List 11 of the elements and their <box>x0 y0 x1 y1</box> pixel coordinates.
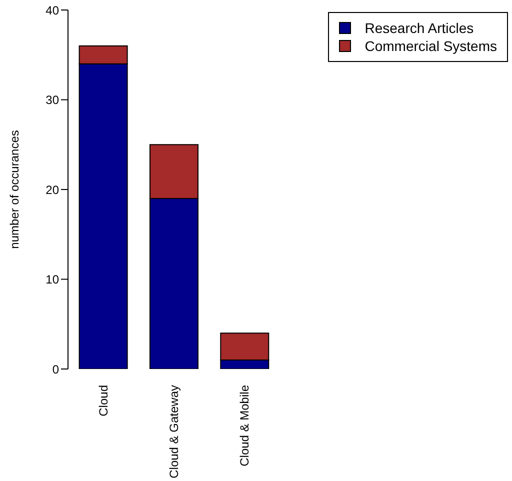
y-tick-label: 0 <box>52 362 60 376</box>
y-axis-title: number of occurances <box>7 130 22 249</box>
y-tick-label: 40 <box>46 3 60 18</box>
y-tick-label: 30 <box>46 93 60 108</box>
x-tick-label: Cloud <box>96 385 110 416</box>
x-tick-label: Cloud & Gateway <box>167 385 181 478</box>
y-tick-label: 20 <box>46 182 60 197</box>
x-tick-label: Cloud & Mobile <box>238 384 252 466</box>
legend-label: Research Articles <box>364 19 474 37</box>
legend-label: Commercial Systems <box>364 37 497 55</box>
y-tick-label: 10 <box>46 272 60 287</box>
